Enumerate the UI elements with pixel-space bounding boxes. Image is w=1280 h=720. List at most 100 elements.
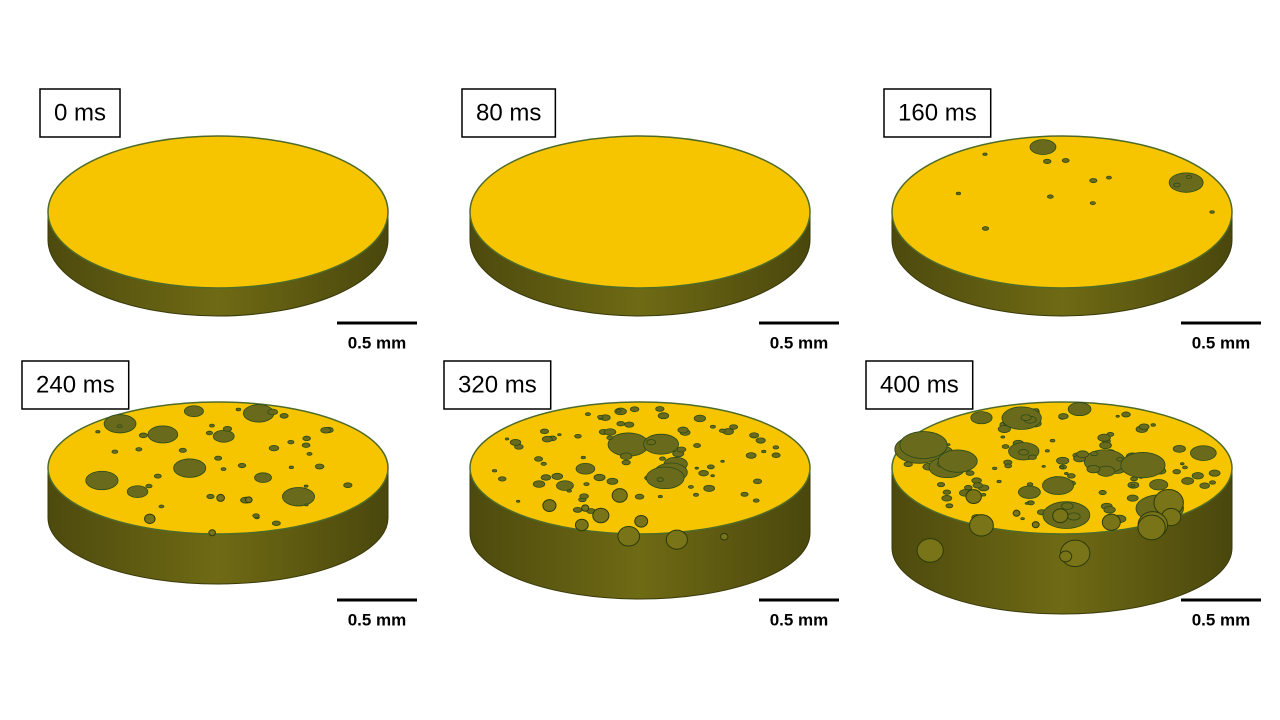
pore xyxy=(718,428,726,433)
scale-label: 0.5 mm xyxy=(1192,333,1251,352)
pore xyxy=(1191,472,1204,480)
side-pore xyxy=(665,529,688,550)
pore xyxy=(539,428,549,435)
pore xyxy=(1059,465,1065,469)
pore xyxy=(173,458,207,478)
pore xyxy=(116,424,123,428)
pore xyxy=(540,461,547,466)
side-pore xyxy=(720,532,729,541)
panel: 240 ms 0.5 mm xyxy=(21,360,417,629)
disk-top xyxy=(47,135,389,289)
pore xyxy=(509,438,522,446)
pore xyxy=(301,442,311,448)
side-pore xyxy=(1101,513,1121,531)
side-pore xyxy=(916,538,944,563)
pore xyxy=(1049,438,1056,443)
side-pore xyxy=(144,513,156,525)
pore xyxy=(314,463,325,470)
pore xyxy=(694,466,699,470)
pore xyxy=(212,429,235,443)
time-label: 0 ms xyxy=(54,99,106,126)
pore xyxy=(1061,502,1074,510)
pore xyxy=(1020,414,1032,421)
pore xyxy=(541,435,553,443)
pore xyxy=(621,459,631,466)
pore xyxy=(566,489,572,493)
pore xyxy=(1099,441,1112,450)
pore xyxy=(1001,444,1010,449)
pore xyxy=(504,437,510,441)
pore xyxy=(574,433,582,439)
pore xyxy=(268,444,280,452)
pore xyxy=(1086,464,1101,474)
pore xyxy=(1067,512,1081,521)
pore xyxy=(304,503,309,507)
pore xyxy=(343,482,353,488)
pore xyxy=(740,491,749,497)
pore xyxy=(267,408,279,416)
pore xyxy=(95,430,101,434)
pore xyxy=(720,459,725,463)
pore xyxy=(1103,506,1116,514)
pore xyxy=(1209,480,1216,485)
pore xyxy=(1097,433,1111,442)
label-box xyxy=(39,88,121,138)
pore xyxy=(205,430,213,436)
pore xyxy=(1043,158,1052,164)
pore xyxy=(1199,482,1210,489)
side-pore xyxy=(592,507,610,524)
pore xyxy=(516,499,521,503)
pore xyxy=(1066,473,1076,479)
pore xyxy=(583,482,590,487)
pore xyxy=(1076,450,1089,459)
pore xyxy=(1138,423,1150,430)
pore xyxy=(1046,194,1054,199)
pore xyxy=(1058,413,1069,420)
pore xyxy=(615,408,622,413)
pore xyxy=(1120,452,1166,479)
pore xyxy=(1090,451,1099,457)
pore xyxy=(937,449,978,473)
pore xyxy=(584,412,591,417)
side-pore xyxy=(1012,509,1021,517)
pore xyxy=(709,424,716,429)
pore xyxy=(147,425,179,444)
pore xyxy=(659,456,666,461)
pore xyxy=(575,462,596,475)
pore xyxy=(222,426,233,432)
pore xyxy=(936,482,946,488)
pore xyxy=(755,437,766,444)
pore xyxy=(606,477,619,485)
pore xyxy=(252,513,260,518)
pore xyxy=(534,456,543,462)
time-label: 240 ms xyxy=(36,371,115,398)
pore xyxy=(656,477,664,482)
pore xyxy=(607,432,650,457)
pore xyxy=(655,406,665,412)
scale-label: 0.5 mm xyxy=(348,333,407,352)
time-label: 80 ms xyxy=(476,99,541,126)
side-pore xyxy=(574,518,589,532)
pore xyxy=(1149,479,1169,491)
pore xyxy=(996,479,1002,484)
pore xyxy=(941,495,953,502)
pore xyxy=(556,480,574,491)
side-pore xyxy=(216,493,225,502)
pore xyxy=(214,455,223,461)
side-pore xyxy=(1059,550,1073,563)
pore xyxy=(551,472,564,480)
pore xyxy=(634,493,645,500)
pore xyxy=(1004,463,1013,469)
pore xyxy=(676,446,687,453)
pore xyxy=(158,504,165,509)
side-pore xyxy=(634,514,649,528)
pore xyxy=(619,452,633,460)
pore xyxy=(1064,472,1069,475)
pore xyxy=(698,470,709,477)
pore xyxy=(693,443,701,448)
pore xyxy=(580,455,586,460)
panel: 160 ms 0.5 mm xyxy=(883,88,1261,352)
pore xyxy=(643,433,679,455)
pore xyxy=(237,462,247,469)
